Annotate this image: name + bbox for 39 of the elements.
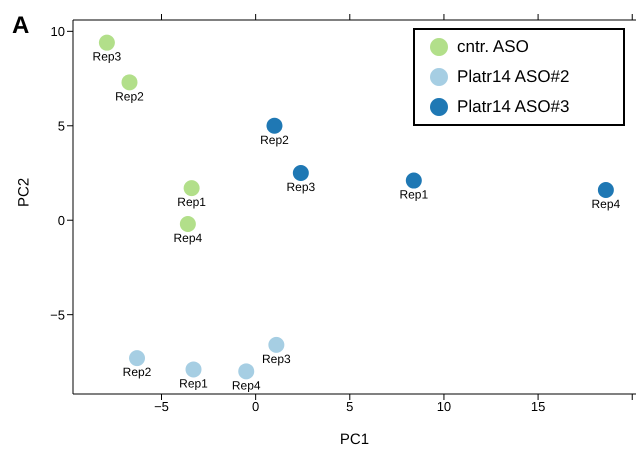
data-label: Rep4 xyxy=(174,231,203,246)
y-axis-title: PC2 xyxy=(15,178,32,207)
data-label: Rep1 xyxy=(399,188,428,202)
y-tick-label: 5 xyxy=(58,118,65,134)
x-axis-title: PC1 xyxy=(340,431,370,448)
data-label: Rep4 xyxy=(592,197,621,212)
point xyxy=(406,172,422,189)
point xyxy=(292,165,309,181)
data-label: Rep4 xyxy=(232,378,261,392)
data-label: Rep2 xyxy=(122,365,152,380)
data-label: Rep2 xyxy=(260,132,290,147)
point xyxy=(98,34,115,51)
y-tick-label: −5 xyxy=(50,307,65,322)
data-label: Rep3 xyxy=(262,352,292,366)
data-label: Rep3 xyxy=(286,180,316,194)
legend-label: Platr14 ASO#3 xyxy=(457,97,570,117)
chart-title: A xyxy=(12,12,30,40)
point xyxy=(121,74,138,90)
data-label: Rep3 xyxy=(92,50,122,64)
x-tick-label: 0 xyxy=(252,399,260,414)
y-tick-label: 10 xyxy=(50,24,65,39)
point xyxy=(184,180,200,196)
legend-label: cntr. ASO xyxy=(457,37,529,57)
x-tick-label: 5 xyxy=(346,399,354,414)
point xyxy=(268,336,284,353)
x-tick-label: −5 xyxy=(154,399,169,414)
point xyxy=(238,363,254,380)
x-tick-label: 15 xyxy=(530,399,546,414)
data-label: Rep2 xyxy=(115,89,144,104)
data-label: Rep1 xyxy=(179,376,208,390)
y-tick-label: 0 xyxy=(58,212,65,228)
point xyxy=(129,350,146,366)
data-label: Rep1 xyxy=(177,195,206,210)
point xyxy=(266,118,282,134)
point xyxy=(186,361,202,378)
legend-label: Platr14 ASO#2 xyxy=(457,67,570,87)
point xyxy=(180,216,196,232)
point xyxy=(598,182,614,198)
x-tick-label: 10 xyxy=(436,399,452,414)
